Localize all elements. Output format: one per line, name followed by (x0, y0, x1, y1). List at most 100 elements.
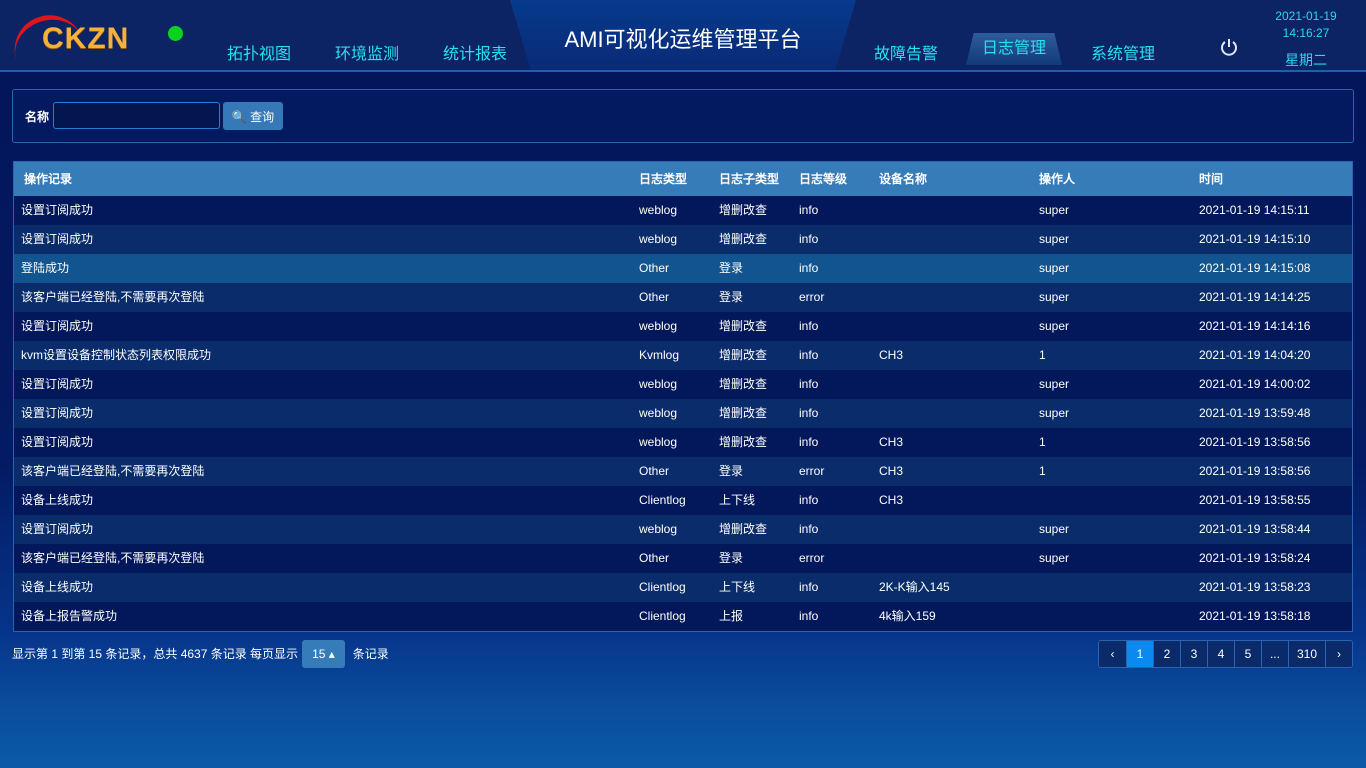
next-page-button[interactable]: › (1325, 641, 1352, 667)
search-icon: 🔍 (231, 109, 247, 124)
table-row[interactable]: 该客户端已经登陆,不需要再次登陆 Other 登录 error CH3 1 2021-01-… (14, 457, 1352, 486)
page-title: AMI可视化运维管理平台 (564, 27, 802, 52)
table-cell (1039, 573, 1199, 602)
table-row[interactable]: 设备上线成功 Clientlog 上下线 info CH3 2021-01-19 13:5… (14, 486, 1352, 515)
table-cell: info (799, 261, 819, 275)
table-cell: 2021-01-19 14:00:02 (1199, 377, 1311, 391)
table-cell: 2K-K输入145 (879, 580, 950, 594)
nav-topology[interactable]: 拓扑视图 (227, 46, 292, 63)
header: CKZN 拓扑视图 环境监测 统计报表 AMI可视化运维管理平台 故障告警 日志… (0, 0, 1366, 72)
table-row[interactable]: 登陆成功 Other 登录 info super 2021-01-19 14:15:08 (14, 254, 1352, 283)
table-cell: 2021-01-19 14:15:08 (1199, 261, 1311, 275)
table-cell: 该客户端已经登陆,不需要再次登陆 (21, 464, 205, 478)
table-cell: 2021-01-19 14:15:11 (1199, 203, 1310, 217)
power-icon[interactable] (1220, 38, 1238, 56)
table-cell (1039, 486, 1199, 515)
pagination: ‹ 1 2 3 4 5... 310 › (1097, 640, 1353, 668)
table-row[interactable]: kvm设置设备控制状态列表权限成功 Kvmlog 增删改查 info CH3 1 2021-… (14, 341, 1352, 370)
table-row[interactable]: 设置订阅成功 weblog 增删改查 info super 2021-01-19 14:0… (14, 370, 1352, 399)
page-button[interactable]: 3 (1179, 641, 1207, 667)
nav-alarms[interactable]: 故障告警 (874, 46, 939, 63)
table-cell: Clientlog (639, 493, 686, 507)
page-button[interactable]: ... (1260, 641, 1288, 667)
table-cell: weblog (639, 232, 678, 246)
table-cell: super (1039, 522, 1070, 536)
records-suffix: 条记录 (352, 647, 389, 661)
table-cell: info (799, 522, 819, 536)
table-cell: info (799, 203, 819, 217)
table-cell: 增删改查 (719, 406, 768, 420)
table-cell (879, 515, 1039, 544)
table-cell: info (799, 406, 819, 420)
table-cell (879, 254, 1039, 283)
name-label: 名称 (25, 110, 50, 124)
nav-logs[interactable]: 日志管理 (966, 33, 1063, 65)
table-row[interactable]: 设置订阅成功 weblog 增删改查 info CH3 1 2021-01-19 13:58… (14, 428, 1352, 457)
search-panel: 名称 🔍 查询 (12, 89, 1354, 143)
prev-page-button[interactable]: ‹ (1098, 641, 1126, 667)
table-cell: CH3 (879, 348, 904, 362)
table-row[interactable]: 设备上线成功 Clientlog 上下线 info 2K-K输入145 2021-01-1… (14, 573, 1352, 602)
table-cell: info (799, 232, 819, 246)
column-header: 时间 (1199, 172, 1224, 186)
table-row[interactable]: 设置订阅成功 weblog 增删改查 info super 2021-01-19 14:1… (14, 225, 1352, 254)
page-size-select[interactable]: 15 ▴ (302, 640, 345, 668)
table-cell: 设置订阅成功 (21, 377, 94, 391)
nav-environment[interactable]: 环境监测 (335, 46, 400, 63)
table-cell (879, 196, 1039, 225)
table-cell: weblog (639, 203, 678, 217)
table-row[interactable]: 该客户端已经登陆,不需要再次登陆 Other 登录 error super 2021-01… (14, 283, 1352, 312)
table-cell: weblog (639, 319, 678, 333)
table-row[interactable]: 设置订阅成功 weblog 增删改查 info super 2021-01-19 14:1… (14, 312, 1352, 341)
table-cell: 设置订阅成功 (21, 203, 94, 217)
table-cell: 该客户端已经登陆,不需要再次登陆 (21, 290, 205, 304)
page-button[interactable]: 4 (1206, 641, 1234, 667)
table-cell: 2021-01-19 14:14:16 (1199, 319, 1311, 333)
page-button[interactable]: 5 (1233, 641, 1261, 667)
table-row[interactable]: 设置订阅成功 weblog 增删改查 info super 2021-01-19 13:5… (14, 399, 1352, 428)
nav-system[interactable]: 系统管理 (1091, 46, 1156, 63)
table-cell (879, 312, 1039, 341)
page-button[interactable]: 310 (1287, 641, 1325, 667)
table-cell: 4k输入159 (879, 609, 936, 623)
table-cell: 登录 (719, 261, 744, 275)
table-cell (879, 544, 1039, 573)
table-cell: info (799, 609, 819, 623)
table-cell (879, 399, 1039, 428)
table-cell: super (1039, 261, 1070, 275)
table-cell: 2021-01-19 14:14:25 (1199, 290, 1311, 304)
table-cell: weblog (639, 522, 678, 536)
table-cell: 2021-01-19 13:58:23 (1199, 580, 1311, 594)
table-cell: super (1039, 377, 1070, 391)
table-cell: 2021-01-19 13:58:44 (1199, 522, 1311, 536)
table-cell: 登录 (719, 551, 744, 565)
column-header: 操作记录 (24, 172, 73, 186)
query-button[interactable]: 🔍 查询 (223, 102, 283, 130)
time: 14:16:27 (1282, 26, 1330, 40)
table-cell: 1 (1039, 348, 1046, 362)
table-cell: info (799, 493, 819, 507)
table-cell: 1 (1039, 435, 1046, 449)
page-button[interactable]: 1 (1125, 641, 1153, 667)
nav-reports[interactable]: 统计报表 (443, 46, 508, 63)
column-header: 操作人 (1039, 172, 1076, 186)
column-header: 日志等级 (799, 172, 848, 186)
table-row[interactable]: 设置订阅成功 weblog 增删改查 info super 2021-01-19 14:1… (14, 196, 1352, 225)
table-cell: super (1039, 203, 1070, 217)
table-cell (879, 283, 1039, 312)
table-cell: weblog (639, 406, 678, 420)
page-button[interactable]: 2 (1152, 641, 1180, 667)
table-cell: 设置订阅成功 (21, 522, 94, 536)
table-row[interactable]: 设备上报告警成功 Clientlog 上报 info 4k输入159 2021-01-19… (14, 602, 1352, 631)
pagination-info: 显示第 1 到第 15 条记录，总共 4637 条记录 每页显示 15 ▴ 条记… (12, 640, 389, 668)
table-row[interactable]: 该客户端已经登陆,不需要再次登陆 Other 登录 error super 2021-01… (14, 544, 1352, 573)
table-cell: 增删改查 (719, 435, 768, 449)
table-row[interactable]: 设置订阅成功 weblog 增删改查 info super 2021-01-19 13:5… (14, 515, 1352, 544)
table-cell: 2021-01-19 13:58:24 (1199, 551, 1311, 565)
table-cell: 登录 (719, 464, 744, 478)
table-cell: 2021-01-19 13:58:18 (1199, 609, 1311, 623)
name-input[interactable] (53, 102, 220, 129)
table-cell: 设备上线成功 (21, 580, 94, 594)
table-cell: Clientlog (639, 580, 686, 594)
table-cell: Other (639, 261, 670, 275)
